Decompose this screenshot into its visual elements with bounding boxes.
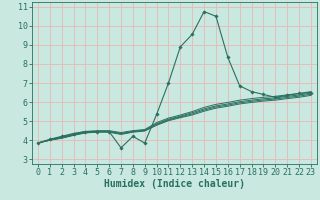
X-axis label: Humidex (Indice chaleur): Humidex (Indice chaleur) (104, 179, 245, 189)
